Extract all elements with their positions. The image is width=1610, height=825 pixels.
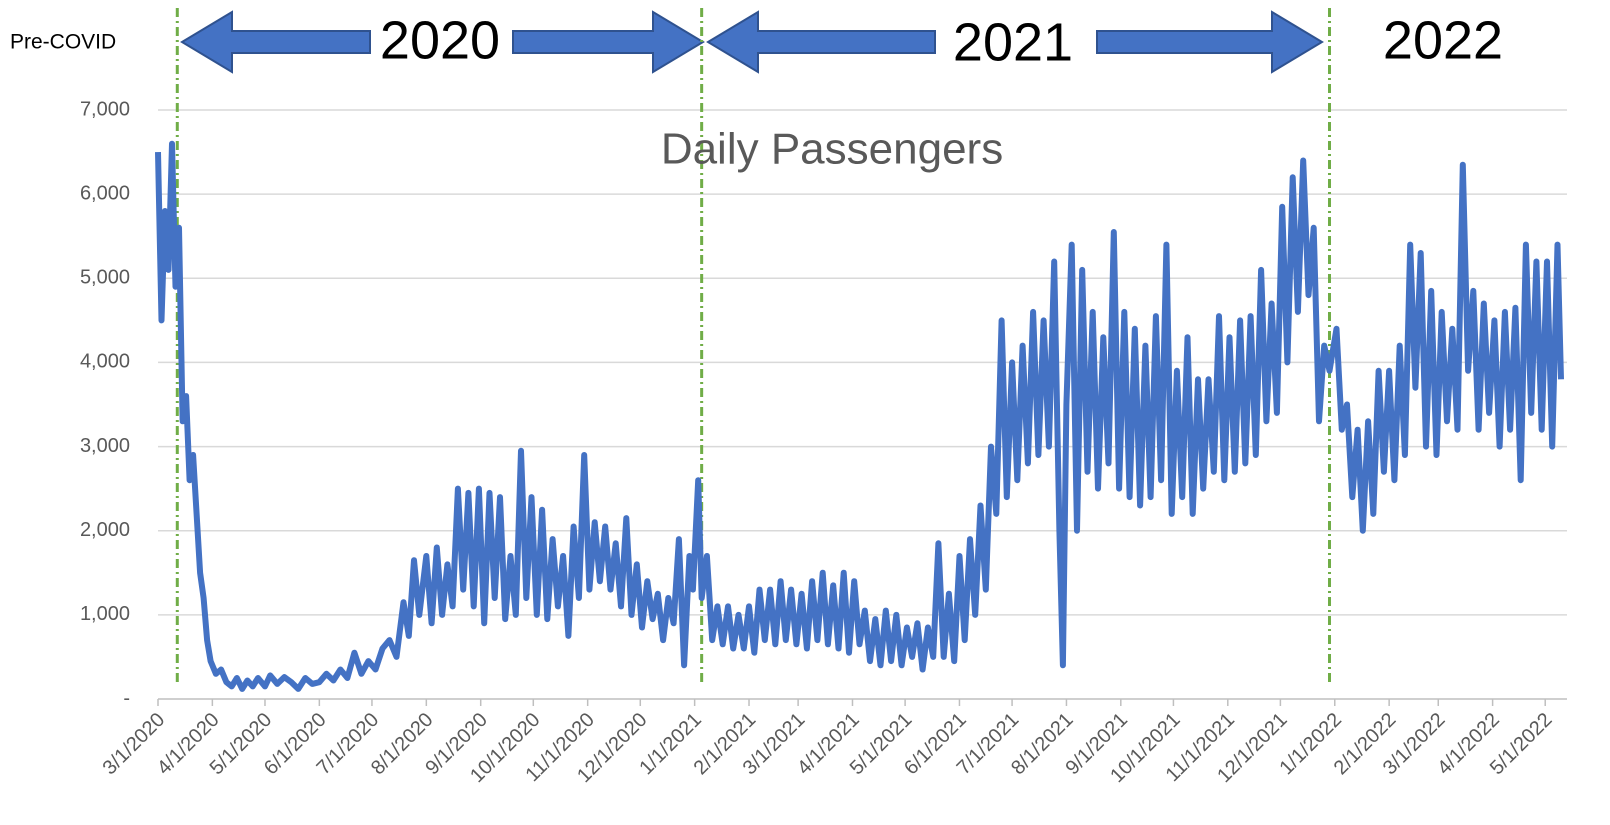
- arrow-left: [180, 10, 371, 74]
- y-tick-label: 1,000: [80, 603, 130, 625]
- y-tick-label: -: [123, 687, 130, 709]
- chart-title: Daily Passengers: [661, 125, 1003, 174]
- pre-covid-label: Pre-COVID: [10, 31, 116, 54]
- y-tick-label: 5,000: [80, 267, 130, 289]
- y-tick-label: 3,000: [80, 435, 130, 457]
- arrow-right: [1096, 10, 1324, 74]
- y-tick-label: 6,000: [80, 182, 130, 204]
- passenger-line: [155, 140, 1564, 692]
- plot: [155, 8, 1564, 692]
- arrow-left: [706, 10, 936, 74]
- year-label: 2021: [953, 12, 1073, 72]
- y-tick-label: 4,000: [80, 351, 130, 373]
- year-label: 2020: [380, 10, 500, 70]
- y-tick-label: 2,000: [80, 519, 130, 541]
- y-tick-label: 7,000: [80, 98, 130, 120]
- period-arrows: [180, 10, 1324, 74]
- year-label: 2022: [1383, 10, 1503, 70]
- arrow-right: [512, 10, 705, 74]
